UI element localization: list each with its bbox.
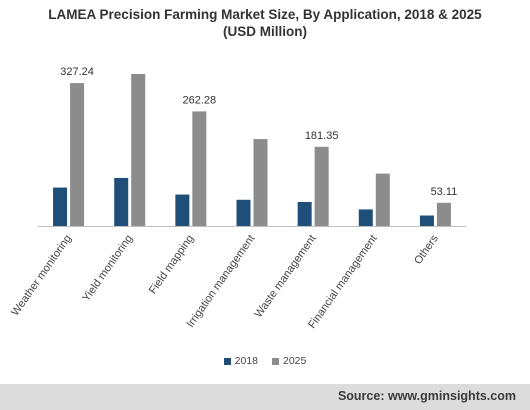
- tick-label-financial-management: Financial management: [306, 233, 380, 331]
- bar-2018-yield-monitoring: [114, 177, 129, 226]
- footer-bar: Source: www.gminsights.com: [0, 384, 530, 410]
- bar-2025-financial-management: [375, 173, 390, 226]
- bar-2018-weather-monitoring: [53, 187, 68, 226]
- tick-label-others: Others: [412, 232, 441, 266]
- chart-title-line1: LAMEA Precision Farming Market Size, By …: [48, 7, 482, 22]
- bar-2018-waste-management: [297, 201, 312, 226]
- legend-label-2018: 2018: [234, 355, 258, 367]
- legend-label-2025: 2025: [283, 355, 307, 367]
- bar-2025-waste-management: [314, 146, 329, 226]
- bar-2018-field-mapping: [175, 194, 190, 226]
- tick-label-waste-management: Waste management: [253, 233, 319, 320]
- tick-label-yield-monitoring: Yield monitoring: [80, 233, 135, 304]
- legend-item-2018: 2018: [223, 355, 258, 367]
- data-label-waste-management: 181.35: [305, 130, 339, 142]
- tick-label-irrigation-management: Irrigation management: [184, 233, 257, 330]
- bar-2018-financial-management: [358, 209, 373, 226]
- legend-swatch-2018: [223, 357, 231, 365]
- bar-2025-field-mapping: [192, 111, 207, 226]
- bar-2025-yield-monitoring: [131, 73, 146, 227]
- chart-title-line2: (USD Million): [223, 24, 307, 39]
- legend-item-2025: 2025: [272, 355, 306, 367]
- bar-2025-others: [436, 202, 451, 226]
- bar-chart: 327.24 Weather monitoring Yield monitoring…: [9, 66, 466, 331]
- tick-label-field-mapping: Field mapping: [147, 233, 196, 296]
- source-text: Source: www.gminsights.com: [337, 389, 516, 403]
- legend-swatch-2025: [272, 357, 279, 365]
- chart-title: LAMEA Precision Farming Market Size, By …: [0, 6, 530, 40]
- data-label-field-mapping: 262.28: [183, 94, 217, 106]
- data-label-weather-monitoring: 327.24: [60, 66, 94, 78]
- bar-2025-weather-monitoring: [70, 83, 85, 226]
- bar-2018-irrigation-management: [236, 199, 251, 226]
- bar-2025-irrigation-management: [253, 139, 268, 226]
- bar-2018-others: [419, 215, 434, 226]
- data-label-others: 53.11: [431, 186, 458, 198]
- legend: 2018 2025: [0, 355, 530, 367]
- tick-label-weather-monitoring: Weather monitoring: [9, 233, 74, 318]
